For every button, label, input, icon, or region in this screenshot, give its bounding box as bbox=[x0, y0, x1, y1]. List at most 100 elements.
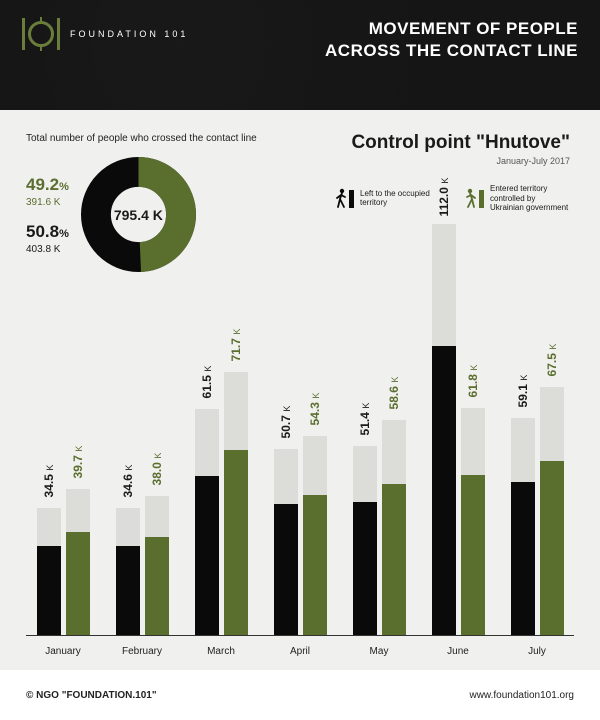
x-axis-label: June bbox=[425, 646, 491, 657]
x-axis-label: July bbox=[504, 646, 570, 657]
bar-value-label: 67.5 K bbox=[545, 344, 559, 377]
brand-name: FOUNDATION 101 bbox=[70, 29, 188, 39]
bar-value-label: 58.6 K bbox=[387, 377, 401, 410]
bar-fill bbox=[353, 502, 377, 635]
bar-fill bbox=[461, 475, 485, 635]
footer: © NGO "FOUNDATION.101" www.foundation101… bbox=[0, 670, 600, 720]
footer-url: www.foundation101.org bbox=[469, 690, 574, 701]
x-axis-label: February bbox=[109, 646, 175, 657]
bar-ghost bbox=[116, 508, 140, 546]
legend-entered-bar-icon bbox=[479, 190, 484, 208]
bar-value-label: 38.0 K bbox=[150, 452, 164, 485]
bar-value-label: 61.5 K bbox=[200, 366, 214, 399]
bar-fill bbox=[37, 546, 61, 635]
donut-section: Total number of people who crossed the c… bbox=[26, 132, 286, 272]
bar-ghost bbox=[195, 409, 219, 476]
bar-ghost bbox=[224, 372, 248, 450]
legend-left: Left to the occupied territory bbox=[334, 184, 440, 213]
bar-left: 112.0 K bbox=[432, 224, 456, 635]
month-group: 51.4 K58.6 K bbox=[346, 420, 412, 635]
bar-left: 50.7 K bbox=[274, 449, 298, 635]
bar-ghost bbox=[145, 496, 169, 537]
page-title: MOVEMENT OF PEOPLE ACROSS THE CONTACT LI… bbox=[325, 18, 578, 62]
bar-value-label: 71.7 K bbox=[229, 329, 243, 362]
bar-entered: 38.0 K bbox=[145, 496, 169, 635]
bar-value-label: 59.1 K bbox=[516, 375, 530, 408]
bar-left: 34.6 K bbox=[116, 508, 140, 635]
bar-fill bbox=[274, 504, 298, 635]
month-group: 50.7 K54.3 K bbox=[267, 436, 333, 635]
bar-fill bbox=[224, 450, 248, 635]
bar-ghost bbox=[432, 224, 456, 346]
bar-ghost bbox=[511, 418, 535, 482]
x-axis-label: April bbox=[267, 646, 333, 657]
bar-entered: 54.3 K bbox=[303, 436, 327, 635]
bar-entered: 61.8 K bbox=[461, 408, 485, 635]
bar-value-label: 39.7 K bbox=[71, 446, 85, 479]
bar-left: 59.1 K bbox=[511, 418, 535, 635]
bar-ghost bbox=[382, 420, 406, 484]
bars-area: 34.5 K39.7 K34.6 K38.0 K61.5 K71.7 K50.7… bbox=[26, 325, 574, 635]
summary-row: Total number of people who crossed the c… bbox=[26, 132, 574, 272]
bar-ghost bbox=[66, 489, 90, 532]
month-group: 59.1 K67.5 K bbox=[504, 387, 570, 635]
bar-ghost bbox=[353, 446, 377, 502]
donut-chart: 795.4 K bbox=[81, 157, 196, 272]
bar-value-label: 51.4 K bbox=[358, 403, 372, 436]
bar-fill bbox=[145, 537, 169, 635]
title-line-1: MOVEMENT OF PEOPLE bbox=[325, 18, 578, 40]
bar-entered: 67.5 K bbox=[540, 387, 564, 635]
bar-entered: 39.7 K bbox=[66, 489, 90, 635]
bar-value-label: 34.5 K bbox=[42, 465, 56, 498]
bar-entered: 58.6 K bbox=[382, 420, 406, 635]
logo: FOUNDATION 101 bbox=[22, 18, 188, 50]
bar-value-label: 34.6 K bbox=[121, 465, 135, 498]
bar-left: 61.5 K bbox=[195, 409, 219, 635]
x-axis-label: March bbox=[188, 646, 254, 657]
bar-fill bbox=[432, 346, 456, 635]
bar-fill bbox=[116, 546, 140, 635]
donut-stats: 49.2% 391.6 K 50.8% 403.8 K bbox=[26, 175, 69, 255]
donut-title: Total number of people who crossed the c… bbox=[26, 132, 286, 145]
bar-ghost bbox=[540, 387, 564, 460]
bar-ghost bbox=[303, 436, 327, 495]
control-point-title: Control point "Hnutove" bbox=[334, 132, 570, 154]
bar-left: 34.5 K bbox=[37, 508, 61, 635]
bar-entered: 71.7 K bbox=[224, 372, 248, 635]
bar-value-label: 54.3 K bbox=[308, 392, 322, 425]
bar-ghost bbox=[461, 408, 485, 475]
bar-value-label: 50.7 K bbox=[279, 406, 293, 439]
logo-mark-icon bbox=[22, 18, 60, 50]
month-group: 61.5 K71.7 K bbox=[188, 372, 254, 635]
bar-fill bbox=[382, 484, 406, 635]
bar-value-label: 112.0 K bbox=[437, 178, 451, 217]
green-pct-unit: % bbox=[59, 181, 69, 193]
bar-left: 51.4 K bbox=[353, 446, 377, 635]
control-point-subtitle: January-July 2017 bbox=[334, 156, 570, 166]
x-axis-label: May bbox=[346, 646, 412, 657]
green-value: 391.6 K bbox=[26, 197, 69, 208]
green-pct: 49.2 bbox=[26, 175, 59, 194]
bar-value-label: 61.8 K bbox=[466, 365, 480, 398]
black-value: 403.8 K bbox=[26, 244, 69, 255]
content: Total number of people who crossed the c… bbox=[0, 110, 600, 670]
bar-fill bbox=[303, 495, 327, 635]
black-pct: 50.8 bbox=[26, 222, 59, 241]
bar-fill bbox=[195, 476, 219, 635]
legend-entered: Entered territory controlled by Ukrainia… bbox=[464, 184, 570, 213]
legend: Left to the occupied territory Entered t… bbox=[334, 184, 570, 213]
legend-entered-text: Entered territory controlled by Ukrainia… bbox=[490, 184, 570, 213]
walker-entered-icon bbox=[464, 188, 478, 208]
title-line-2: ACROSS THE CONTACT LINE bbox=[325, 40, 578, 62]
bar-fill bbox=[66, 532, 90, 635]
legend-left-bar-icon bbox=[349, 190, 354, 208]
month-group: 34.6 K38.0 K bbox=[109, 496, 175, 635]
bar-ghost bbox=[274, 449, 298, 504]
black-pct-unit: % bbox=[59, 228, 69, 240]
bar-fill bbox=[540, 461, 564, 635]
month-group: 34.5 K39.7 K bbox=[30, 489, 96, 635]
walker-left-icon bbox=[334, 188, 348, 208]
donut-center: 795.4 K bbox=[114, 207, 163, 223]
stat-green: 49.2% 391.6 K bbox=[26, 175, 69, 208]
month-group: 112.0 K61.8 K bbox=[425, 224, 491, 635]
